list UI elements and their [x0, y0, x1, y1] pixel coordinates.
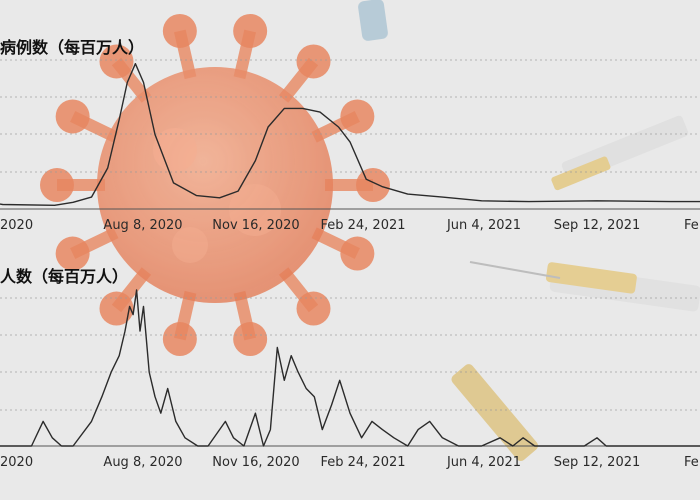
x-tick-label-deaths-5: Sep 12, 2021 [553, 455, 641, 470]
chart-title-cases: 病例数（每百万人） [0, 38, 145, 57]
x-tick-label-deaths-1: Aug 8, 2020 [103, 455, 183, 470]
x-tick-label-cases-4: Jun 4, 2021 [446, 218, 522, 233]
chart-title-deaths: 人数（每百万人） [0, 267, 129, 286]
x-tick-label-deaths-0: 2020 [0, 455, 34, 470]
x-tick-label-deaths-3: Feb 24, 2021 [320, 455, 406, 470]
x-tick-label-cases-5: Sep 12, 2021 [553, 218, 641, 233]
x-tick-label-cases-2: Nov 16, 2020 [212, 218, 300, 233]
x-tick-label-deaths-6: Fe [684, 455, 699, 470]
x-tick-label-cases-6: Fe [684, 218, 699, 233]
x-tick-label-deaths-4: Jun 4, 2021 [446, 455, 522, 470]
x-tick-label-cases-3: Feb 24, 2021 [320, 218, 406, 233]
series-line-deaths-0 [0, 289, 700, 447]
x-tick-label-deaths-2: Nov 16, 2020 [212, 455, 300, 470]
x-tick-label-cases-0: 2020 [0, 218, 34, 233]
series-line-cases-0 [0, 63, 700, 207]
virus-icon [40, 13, 390, 357]
syringe-icon [358, 0, 700, 461]
x-tick-label-cases-1: Aug 8, 2020 [103, 218, 183, 233]
